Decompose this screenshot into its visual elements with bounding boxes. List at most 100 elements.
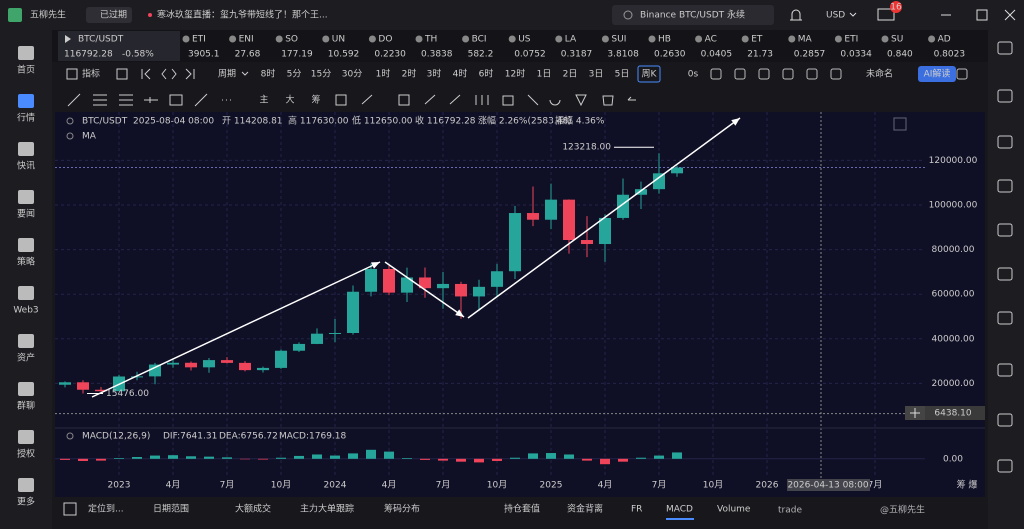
arrow-head — [455, 309, 464, 317]
macd-bar — [150, 455, 160, 459]
period-button[interactable]: 周期 — [218, 69, 236, 80]
ticker-name[interactable]: LA — [565, 35, 577, 45]
ticker-name[interactable]: DO — [378, 35, 392, 45]
ticker-name[interactable]: AD — [938, 35, 951, 45]
ticker-name[interactable]: TH — [424, 35, 437, 45]
interval[interactable]: 3时 — [427, 68, 442, 80]
locate-button[interactable]: 定位到... — [88, 503, 124, 515]
ticker-name[interactable]: SU — [891, 35, 903, 45]
ticker-name[interactable]: HB — [658, 35, 671, 45]
bottom-tab[interactable]: MACD — [666, 505, 693, 515]
ticker-name[interactable]: UN — [332, 35, 345, 45]
tool-icon — [806, 68, 818, 80]
nav-label[interactable]: 策略 — [17, 256, 35, 268]
bottom-tab[interactable]: FR — [631, 505, 642, 515]
tool-icon — [830, 68, 842, 80]
ticker-name[interactable]: BCI — [472, 35, 487, 45]
ticker-name[interactable]: AC — [705, 35, 717, 45]
ticker-name[interactable]: ET — [751, 35, 763, 45]
interval[interactable]: 0s — [688, 70, 699, 80]
interval[interactable]: 30分 — [342, 69, 362, 80]
interval[interactable]: 1日 — [537, 69, 552, 80]
nav-label[interactable]: 要闻 — [17, 209, 35, 220]
locate-icon — [63, 502, 77, 516]
coin-icon — [508, 35, 516, 43]
candle-body — [59, 382, 71, 385]
interval[interactable]: 2时 — [402, 68, 417, 80]
macd-bar — [510, 457, 520, 459]
ticker-name[interactable]: SUI — [611, 35, 626, 45]
ticker-name[interactable]: ENI — [239, 35, 254, 45]
tool-icon — [997, 135, 1013, 149]
bottom-tab[interactable]: 筹码分布 — [384, 503, 420, 515]
ticker-name[interactable]: ETI — [844, 35, 858, 45]
candle-body — [203, 360, 215, 368]
nav-label[interactable]: 资产 — [17, 352, 35, 364]
indicator-button[interactable]: 指标 — [82, 68, 100, 80]
info-low: 低 112650.00 — [352, 115, 413, 127]
search-text[interactable]: Binance BTC/USDT 永续 — [640, 9, 745, 21]
layout-name[interactable]: 未命名 — [866, 68, 893, 80]
bottom-tab[interactable]: 持仓套值 — [504, 503, 540, 515]
macd-bar — [258, 458, 268, 460]
x-tick-label: 4月 — [166, 480, 181, 491]
macd-title: MACD(12,26,9) — [82, 432, 150, 442]
macd-bar — [528, 453, 538, 459]
bottom-tab[interactable]: 主力大单跟踪 — [300, 503, 354, 515]
nav-label[interactable]: 授权 — [17, 448, 35, 460]
nav-label[interactable]: 行情 — [17, 112, 35, 124]
interval[interactable]: 3日 — [589, 69, 604, 80]
nav-label[interactable]: 首页 — [17, 64, 35, 76]
ticker-value: 0.8023 — [934, 50, 966, 60]
nav-label[interactable]: Web3 — [13, 306, 38, 316]
ticker-name[interactable]: ETI — [192, 35, 206, 45]
bottom-tab[interactable]: 大额成交 — [235, 503, 271, 515]
tool-icon — [997, 459, 1013, 473]
ticker-name[interactable]: BTC/USDT — [78, 35, 124, 45]
date-range[interactable]: 日期范围 — [153, 503, 189, 515]
currency[interactable]: USD — [826, 11, 845, 21]
nav-label[interactable]: 更多 — [17, 496, 35, 508]
status: 已过期 — [100, 9, 127, 21]
interval[interactable]: 8时 — [261, 68, 276, 80]
interval[interactable]: 1时 — [376, 68, 391, 80]
draw-tool[interactable]: 筹 — [311, 94, 320, 106]
bell-icon — [790, 9, 802, 21]
macd-bar — [114, 458, 124, 459]
crosshair-price: 6438.10 — [934, 409, 971, 419]
interval[interactable]: 6时 — [479, 68, 494, 80]
bottom-bar — [52, 497, 988, 529]
draw-tool[interactable]: 主 — [259, 94, 268, 106]
info-amplitude: 振幅 4.36% — [555, 115, 605, 127]
interval[interactable]: 周K — [642, 69, 658, 80]
interval[interactable]: 5日 — [615, 69, 630, 80]
watermark: trade — [778, 506, 802, 516]
ticker-name[interactable]: US — [518, 35, 531, 45]
interval[interactable]: 15分 — [311, 69, 331, 80]
tool-icon — [997, 223, 1013, 237]
interval[interactable]: 12时 — [505, 68, 525, 80]
plus — [910, 408, 920, 418]
ticker-name[interactable]: SO — [285, 35, 298, 45]
x-tick-label: 2023 — [108, 481, 131, 491]
draw-tool[interactable]: 大 — [285, 94, 294, 106]
ai-button-label[interactable]: AI解读 — [924, 68, 951, 80]
interval[interactable]: 2日 — [563, 69, 578, 80]
info-close: 收 116792.28 — [415, 115, 476, 127]
bottom-tab[interactable]: 资金背离 — [567, 503, 603, 515]
x-tick-label: 4月 — [382, 480, 397, 491]
nav-label[interactable]: 群聊 — [17, 400, 35, 412]
macd-bar — [420, 458, 430, 460]
nav-label[interactable]: 快讯 — [17, 160, 35, 172]
calendar-icon — [116, 68, 128, 80]
ticker-name[interactable]: MA — [798, 35, 813, 45]
interval[interactable]: 4时 — [453, 68, 468, 80]
news[interactable]: 寒冰玖玺直播：玺九爷带短线了！那个王... — [157, 9, 328, 21]
interval[interactable]: 5分 — [287, 69, 302, 80]
candle-body — [239, 362, 251, 371]
chart-area — [55, 112, 985, 497]
macd-bar — [618, 458, 628, 462]
coin-icon — [648, 35, 656, 43]
logo — [8, 8, 22, 22]
bottom-tab[interactable]: Volume — [717, 505, 751, 515]
